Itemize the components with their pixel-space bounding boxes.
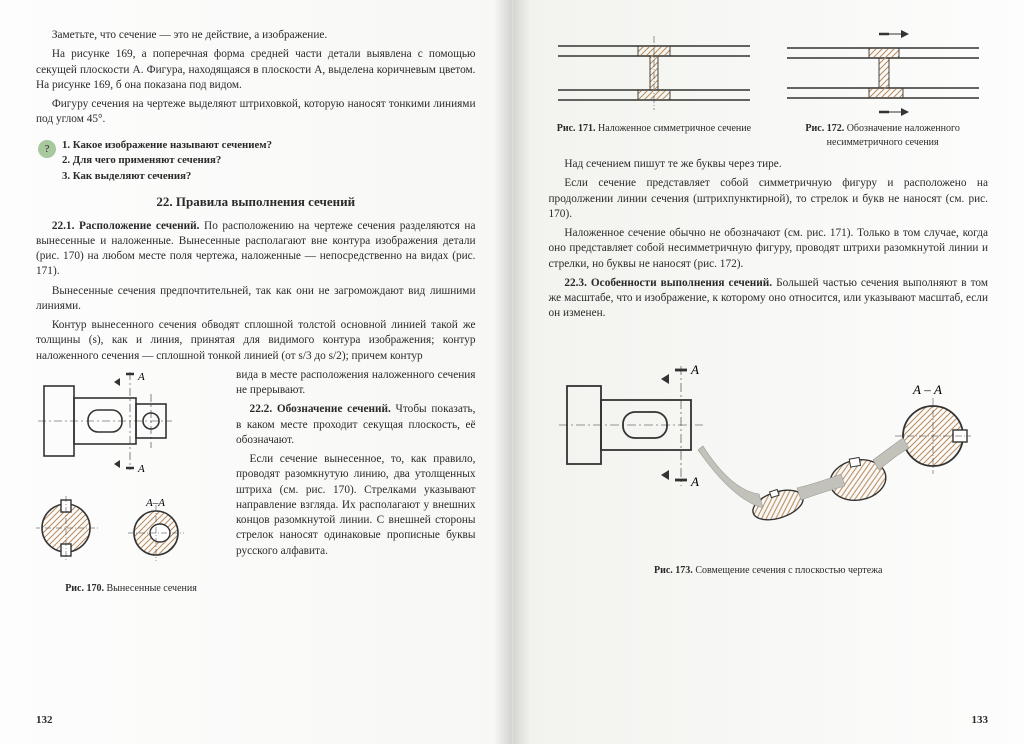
fig-num: Рис. 172.: [805, 123, 844, 134]
paragraph: Над сечением пишут те же буквы через тир…: [549, 157, 989, 172]
fig173-svg: А А А – А: [553, 330, 983, 560]
figure-172: Рис. 172. Обозначение наложенного несимм…: [777, 28, 988, 149]
figure-row-top: Рис. 171. Наложенное симметричное сечени…: [549, 28, 989, 149]
figure-173: А А А – А: [549, 330, 989, 578]
paragraph: Заметьте, что сечение — это не действие,…: [36, 28, 476, 43]
question-item: 1. Какое изображение называют сечением?: [62, 138, 476, 153]
gutter-shadow: [513, 0, 531, 744]
figure-171: Рис. 171. Наложенное симметричное сечени…: [549, 28, 760, 149]
figure-caption: Рис. 173. Совмещение сечения с плоскость…: [549, 564, 989, 578]
fig-letter: А: [137, 463, 145, 475]
section-heading: 22. Правила выполнения сечений: [36, 193, 476, 211]
subheading: 22.3. Особенности выполнения сечений.: [564, 277, 772, 289]
fig-letter: А: [690, 362, 699, 377]
paragraph: Фигуру сечения на чертеже выделяют штрих…: [36, 97, 476, 128]
figure-text-row: А А А–А: [36, 368, 476, 596]
fig-title: Вынесенные сечения: [104, 583, 197, 594]
paragraph: Если сечение вынесенное, то, как правило…: [236, 452, 476, 559]
subheading: 22.2. Обозначение сечений.: [250, 403, 391, 415]
figure-caption: Рис. 171. Наложенное симметричное сечени…: [549, 122, 760, 136]
paragraph: Вынесенные сечения предпочтительней, так…: [36, 284, 476, 315]
figure-caption: Рис. 172. Обозначение наложенного несимм…: [777, 122, 988, 149]
question-item: 3. Как выделяют сечения?: [62, 169, 476, 184]
page-left: Заметьте, что сечение — это не действие,…: [0, 0, 512, 744]
fig-label: А–А: [145, 497, 165, 509]
question-block: ? 1. Какое изображение называют сечением…: [62, 138, 476, 184]
page-number: 132: [36, 713, 53, 728]
fig170-svg: А А А–А: [36, 368, 226, 578]
fig-letter: А: [690, 474, 699, 489]
fig-title: Обозначение наложенного несимметричного …: [827, 123, 960, 148]
page-right: Рис. 171. Наложенное симметричное сечени…: [512, 0, 1024, 744]
column-text: вида в месте расположения наложенного се…: [236, 368, 476, 596]
gutter-shadow: [494, 0, 512, 744]
paragraph: Наложенное сечение обычно не обозначают …: [549, 226, 989, 272]
fig-title: Совмещение сечения с плоскостью чертежа: [693, 565, 883, 576]
fig-num: Рис. 173.: [654, 565, 693, 576]
figure-caption: Рис. 170. Вынесенные сечения: [36, 582, 226, 596]
fig-num: Рис. 171.: [557, 123, 596, 134]
fig171-svg: [554, 28, 754, 118]
paragraph: Если сечение представляет собой симметри…: [549, 176, 989, 222]
fig172-svg: [783, 28, 983, 118]
question-icon: ?: [38, 140, 56, 158]
paragraph: Контур вынесенного сечения обводят сплош…: [36, 318, 476, 364]
figure-170: А А А–А: [36, 368, 226, 596]
paragraph: 22.1. Расположение сечений. По расположе…: [36, 219, 476, 280]
subheading: 22.1. Расположение сечений.: [52, 220, 200, 232]
fig-num: Рис. 170.: [65, 583, 104, 594]
fig-letter: А: [137, 371, 145, 383]
paragraph: На рисунке 169, а поперечная форма средн…: [36, 47, 476, 93]
fig-title: Наложенное симметричное сечение: [596, 123, 752, 134]
paragraph: 22.2. Обозначение сечений. Чтобы показат…: [236, 402, 476, 448]
paragraph: вида в месте расположения наложенного се…: [236, 368, 476, 399]
page-number: 133: [972, 713, 989, 728]
paragraph: 22.3. Особенности выполнения сечений. Бо…: [549, 276, 989, 322]
fig-label: А – А: [912, 382, 942, 397]
question-item: 2. Для чего применяют сечения?: [62, 153, 476, 168]
book-spread: Заметьте, что сечение — это не действие,…: [0, 0, 1024, 744]
